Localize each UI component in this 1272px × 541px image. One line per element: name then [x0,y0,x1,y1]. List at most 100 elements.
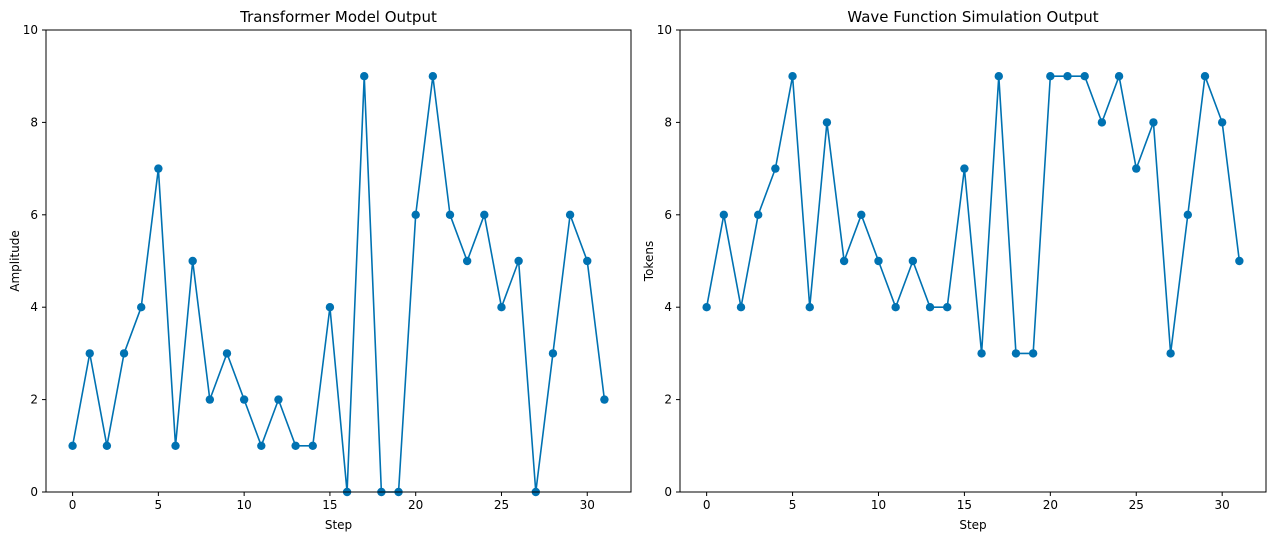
data-point [1097,118,1107,127]
data-point [1217,118,1227,127]
data-point [411,210,420,219]
y-tick-label: 4 [664,300,672,314]
axes-frame [45,29,632,493]
data-point [428,72,438,81]
y-tick-label: 2 [30,393,38,407]
data-point [239,395,249,404]
data-point [857,210,866,219]
data-point [925,303,935,312]
data-point [325,303,335,312]
x-tick-label: 0 [69,498,77,512]
plot-area: 0 5 10 15 20 25 30 0 2 4 6 8 10 [657,23,1267,512]
data-point [736,303,746,312]
data-point [257,441,266,450]
data-point [85,349,94,358]
data-point [1235,256,1244,266]
data-point [1011,349,1021,358]
data-point [702,303,711,312]
data-point [497,303,506,312]
data-point [171,441,180,450]
data-point [1183,210,1193,219]
axes-frame [679,29,1267,493]
data-point [788,72,797,81]
data-point [222,349,232,358]
series-line [71,75,606,493]
x-axis-label: Step [325,518,352,532]
x-axis-label: Step [959,518,986,532]
data-point [188,256,197,266]
data-point [771,164,780,173]
data-point [719,210,729,219]
chart-title: Transformer Model Output [239,8,437,26]
data-point [753,210,763,219]
data-point [480,210,489,219]
x-tick-label: 30 [1215,498,1230,512]
y-tick-label: 8 [664,115,672,129]
data-point [874,256,883,266]
y-tick-label: 10 [657,23,672,37]
y-axis-label: Tokens [642,241,656,282]
data-point [445,210,455,219]
data-point [600,395,609,404]
data-point [308,441,317,450]
data-point [1080,72,1089,81]
y-tick-label: 6 [30,208,38,222]
series-line [705,75,1241,355]
x-tick-label: 25 [494,498,509,512]
x-tick-label: 25 [1129,498,1144,512]
data-point [805,303,814,312]
data-point [994,72,1003,81]
x-tick-label: 5 [155,498,163,512]
plot-area: 0 5 10 15 20 25 30 0 2 4 6 8 10 [23,23,632,512]
x-tick-label: 15 [957,498,972,512]
data-point [565,210,575,219]
y-axis-label: Amplitude [8,230,22,292]
data-point [360,72,369,81]
data-point [68,441,77,450]
data-point [1200,72,1210,81]
data-point [908,256,918,266]
data-point [102,441,112,450]
data-point [1046,72,1055,81]
x-tick-label: 10 [871,498,886,512]
y-tick-label: 0 [30,485,38,499]
x-tick-label: 0 [703,498,711,512]
data-point [205,395,215,404]
y-tick-label: 10 [23,23,38,37]
data-point [839,256,849,266]
data-point [137,303,146,312]
data-point [514,256,523,266]
x-tick-label: 10 [237,498,252,512]
y-tick-label: 4 [30,300,38,314]
y-tick-label: 0 [664,485,672,499]
data-point [1149,118,1158,127]
y-tick-label: 8 [30,115,38,129]
data-point [154,164,163,173]
y-tick-label: 2 [664,393,672,407]
x-tick-label: 20 [408,498,423,512]
data-point [1166,349,1175,358]
data-point [119,349,129,358]
data-point [943,303,952,312]
x-tick-label: 20 [1043,498,1058,512]
x-tick-label: 30 [580,498,595,512]
data-point [291,441,300,450]
data-point [891,303,900,312]
x-tick-label: 5 [789,498,797,512]
data-point [583,256,592,266]
data-point [1114,72,1124,81]
data-point [1028,349,1038,358]
data-point [822,118,832,127]
y-tick-label: 6 [664,208,672,222]
x-tick-label: 15 [322,498,337,512]
data-point [462,256,472,266]
chart-transformer: Transformer Model Output Step Amplitude … [8,8,632,532]
data-point [274,395,283,404]
chart-wave-function: Wave Function Simulation Output Step Tok… [642,8,1267,532]
chart-title: Wave Function Simulation Output [847,8,1098,26]
data-point [960,164,969,173]
data-point [548,349,558,358]
data-point [977,349,986,358]
data-point [1132,164,1141,173]
